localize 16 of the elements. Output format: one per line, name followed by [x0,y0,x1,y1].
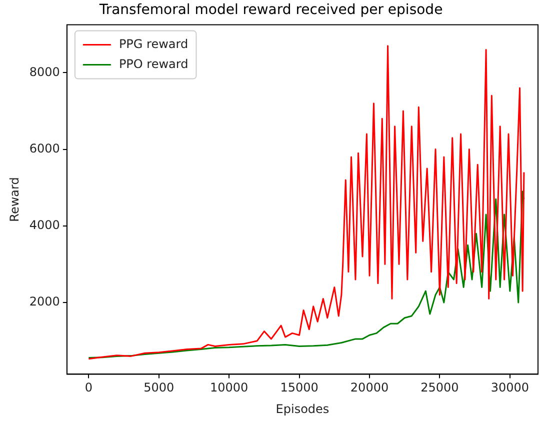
x-axis-title: Episodes [276,402,330,416]
x-tick-label: 30000 [490,380,530,395]
x-tick-label: 25000 [420,380,459,395]
y-tick-label: 8000 [29,64,60,79]
chart-title: Transfemoral model reward received per episode [98,2,443,18]
x-tick-label: 5000 [144,380,174,395]
x-tick-label: 10000 [210,380,248,395]
x-tick-label: 20000 [350,380,389,395]
legend-label: PPO reward [118,56,188,71]
x-tick-label: 0 [84,380,93,395]
y-tick-label: 4000 [29,218,60,232]
legend-label: PPG reward [118,36,188,51]
y-tick-label: 2000 [29,294,60,309]
y-axis-title: Reward [7,177,22,222]
y-tick-label: 6000 [29,141,60,156]
x-tick-label: 15000 [280,380,318,395]
